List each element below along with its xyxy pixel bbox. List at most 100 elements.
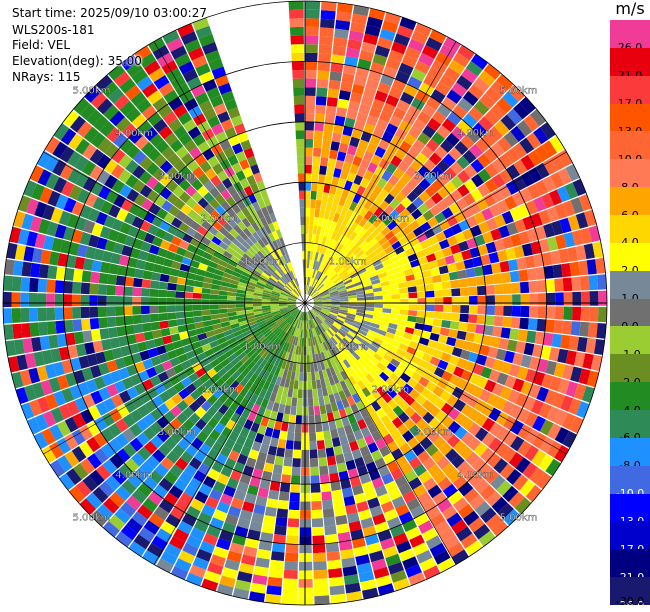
velocity-bin (223, 362, 234, 372)
velocity-bin (173, 363, 184, 375)
velocity-bin (328, 313, 338, 319)
velocity-bin (335, 265, 343, 274)
velocity-bin (466, 215, 478, 228)
velocity-bin (149, 313, 160, 323)
velocity-bin (195, 395, 207, 407)
velocity-bin (324, 525, 337, 536)
velocity-bin (246, 349, 256, 358)
velocity-bin (270, 307, 280, 311)
velocity-bin (136, 432, 150, 446)
velocity-bin (287, 388, 294, 398)
velocity-bin (264, 506, 277, 517)
velocity-bin (440, 352, 452, 363)
velocity-bin (184, 305, 193, 312)
velocity-bin (305, 216, 310, 226)
velocity-bin (373, 196, 384, 207)
velocity-bin (344, 250, 353, 259)
velocity-bin (53, 361, 65, 377)
velocity-bin (111, 179, 125, 194)
velocity-bin (325, 105, 337, 116)
velocity-bin (484, 379, 497, 393)
velocity-bin (125, 107, 141, 123)
velocity-bin (434, 212, 446, 224)
velocity-bin (197, 463, 211, 476)
velocity-bin (268, 253, 276, 262)
velocity-bin (247, 430, 257, 441)
velocity-bin (82, 475, 99, 492)
velocity-bin (348, 298, 358, 301)
velocity-bin (512, 378, 525, 392)
velocity-bin (414, 349, 425, 359)
velocity-bin (331, 384, 339, 394)
velocity-bin (271, 428, 281, 439)
velocity-bin (58, 403, 72, 420)
velocity-bin (264, 427, 274, 438)
velocity-bin (349, 255, 358, 264)
velocity-bin (276, 318, 285, 325)
velocity-bin (177, 437, 191, 451)
velocity-bin (287, 304, 297, 308)
velocity-bin (348, 269, 358, 277)
velocity-bin (37, 278, 48, 293)
velocity-bin (275, 517, 288, 527)
velocity-bin (134, 135, 149, 150)
velocity-bin (355, 67, 370, 79)
velocity-bin (306, 276, 308, 286)
velocity-bin (29, 399, 43, 417)
velocity-bin (249, 323, 259, 330)
velocity-bin (257, 451, 268, 463)
velocity-bin (293, 327, 298, 337)
velocity-bin (312, 164, 320, 174)
velocity-bin (275, 258, 283, 268)
velocity-bin (420, 145, 434, 159)
velocity-bin (316, 316, 323, 324)
velocity-bin (545, 458, 561, 477)
velocity-bin (473, 100, 490, 116)
velocity-bin (375, 438, 387, 450)
velocity-bin (82, 393, 96, 409)
velocity-bin (211, 318, 221, 325)
velocity-bin (568, 398, 582, 415)
velocity-bin (538, 209, 551, 225)
velocity-bin (339, 309, 348, 313)
velocity-bin (390, 155, 403, 168)
velocity-bin (425, 290, 435, 298)
velocity-bin (131, 352, 143, 364)
velocity-bin (501, 272, 512, 284)
velocity-bin (386, 460, 400, 473)
velocity-bin (435, 52, 452, 67)
velocity-bin (270, 335, 278, 344)
velocity-bin (172, 185, 185, 198)
velocity-bin (447, 434, 461, 448)
velocity-bin (284, 285, 292, 292)
velocity-bin (194, 321, 204, 329)
velocity-bin (315, 104, 326, 115)
velocity-bin (228, 283, 238, 289)
velocity-bin (333, 321, 342, 328)
velocity-bin (531, 449, 547, 467)
velocity-bin (169, 535, 186, 550)
velocity-bin (295, 415, 302, 424)
velocity-bin (145, 455, 160, 470)
velocity-bin (54, 280, 65, 294)
velocity-bin (119, 222, 132, 235)
velocity-bin (249, 393, 259, 404)
velocity-bin (310, 288, 316, 296)
velocity-bin (137, 482, 153, 498)
velocity-bin (292, 309, 299, 317)
velocity-bin (424, 172, 437, 185)
velocity-bin (273, 287, 282, 293)
velocity-bin (359, 445, 371, 457)
velocity-bin (518, 269, 529, 282)
velocity-bin (101, 443, 116, 459)
velocity-bin (378, 188, 389, 200)
velocity-bin (413, 271, 424, 280)
colorbar-segment (610, 354, 650, 383)
velocity-bin (277, 385, 284, 396)
velocity-bin (315, 326, 321, 335)
velocity-bin (355, 249, 365, 259)
velocity-bin (346, 109, 358, 120)
velocity-bin (95, 464, 111, 481)
velocity-bin (264, 352, 272, 362)
velocity-bin (554, 445, 570, 463)
